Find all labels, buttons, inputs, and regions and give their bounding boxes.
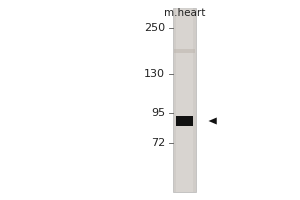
Text: m.heart: m.heart	[164, 8, 205, 18]
Bar	[174, 49, 195, 53]
Polygon shape	[208, 117, 217, 124]
Text: 250: 250	[144, 23, 165, 33]
Text: 95: 95	[151, 108, 165, 118]
Text: 130: 130	[144, 69, 165, 79]
Text: 72: 72	[151, 138, 165, 148]
Bar	[176, 116, 193, 126]
Bar	[173, 8, 196, 192]
Bar	[176, 8, 194, 192]
